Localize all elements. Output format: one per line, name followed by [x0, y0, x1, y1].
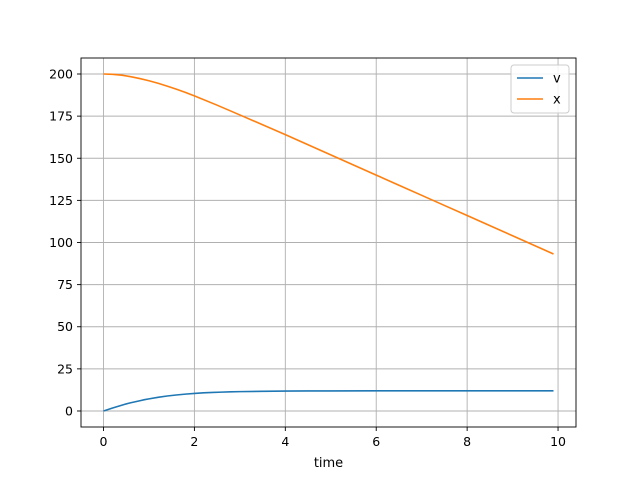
y-tick-label: 200	[49, 67, 73, 82]
series-lines	[103, 73, 554, 412]
series-line-x	[103, 73, 554, 255]
grid-lines	[81, 58, 576, 427]
x-tick-label: 8	[463, 434, 471, 449]
x-tick-label: 10	[550, 434, 566, 449]
x-tick-label: 4	[281, 434, 289, 449]
legend-label-v: v	[553, 72, 561, 87]
y-tick-label: 25	[57, 361, 73, 376]
x-tick-label: 6	[372, 434, 380, 449]
legend-label-x: x	[553, 93, 561, 108]
y-tick-label: 50	[57, 319, 73, 334]
x-tick-label: 2	[190, 434, 198, 449]
legend-box	[510, 64, 570, 114]
y-tick-label: 100	[49, 235, 73, 250]
x-tick-label: 0	[100, 434, 108, 449]
y-tick-label: 0	[65, 403, 73, 418]
y-tick-label: 175	[49, 109, 73, 124]
y-tick-label: 125	[49, 193, 73, 208]
y-tick-label: 75	[57, 277, 73, 292]
x-axis-label: time	[314, 456, 343, 471]
legend: vx	[510, 64, 570, 114]
y-tick-label: 150	[49, 151, 73, 166]
series-line-v	[103, 389, 554, 412]
